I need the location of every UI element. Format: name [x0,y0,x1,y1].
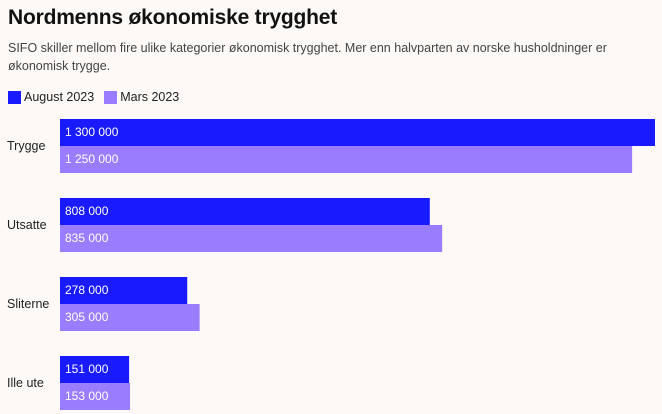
legend-label-august: August 2023 [24,90,95,104]
bar-value-label: 151 000 [65,362,109,376]
bar-value-label: 305 000 [65,310,109,324]
bar-mars [60,383,131,410]
bar-value-label: 808 000 [65,204,109,218]
legend: August 2023 Mars 2023 [8,90,189,104]
bar-mars [60,146,633,173]
bar-mars [60,225,443,252]
legend-label-mars: Mars 2023 [120,90,180,104]
bar-august [60,198,430,225]
bar-august [60,277,188,304]
category-label: Sliterne [7,297,49,311]
category-label: Trygge [7,139,45,153]
bar-value-label: 278 000 [65,283,109,297]
bar-value-label: 1 300 000 [65,125,119,139]
legend-swatch-mars [104,90,118,104]
legend-item-august: August 2023 [8,90,94,104]
legend-swatch-august [8,90,21,104]
bar-mars [60,304,200,331]
chart-title: Nordmenns økonomiske trygghet [8,6,338,29]
legend-item-mars: Mars 2023 [104,90,179,104]
bar-august [60,119,655,146]
bar-value-label: 153 000 [65,389,109,403]
bar-value-label: 1 250 000 [65,152,119,166]
category-label: Utsatte [7,218,47,232]
chart-subtitle: SIFO skiller mellom fire ulike kategorie… [8,41,607,73]
bar-value-label: 835 000 [65,231,109,245]
category-label: Ille ute [7,376,44,390]
bar-august [60,356,130,383]
